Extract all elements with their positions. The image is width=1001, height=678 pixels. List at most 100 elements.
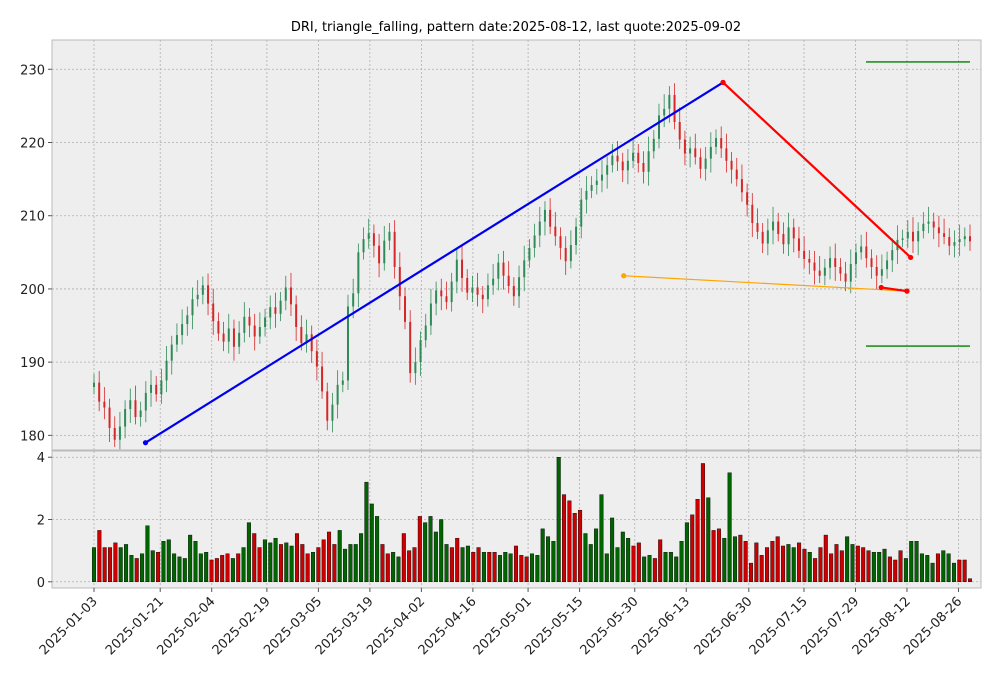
volume-bar (487, 551, 492, 582)
candle-body (611, 155, 614, 166)
volume-bar (257, 547, 262, 582)
volume-bar (385, 553, 390, 582)
volume-bar (839, 550, 844, 582)
candle-body (590, 184, 593, 191)
candle-body (507, 275, 510, 286)
volume-bar (732, 536, 737, 582)
candle-body (735, 169, 738, 180)
candle-body (518, 277, 521, 297)
trendline (722, 81, 912, 259)
trendline-point (142, 440, 149, 446)
volume-bar (508, 553, 513, 582)
volume-bar (903, 558, 908, 582)
volume-bar (540, 528, 545, 582)
volume-bar (914, 541, 919, 582)
volume-bar (300, 544, 305, 582)
candle-body (429, 303, 432, 326)
candle-body (740, 179, 743, 193)
candle-body (642, 163, 645, 172)
volume-bar (647, 555, 652, 582)
candle-body (367, 233, 370, 240)
volume-bar (465, 545, 470, 582)
candle-body (761, 231, 764, 244)
candle-body (673, 94, 676, 122)
volume-bar (743, 541, 748, 582)
volume-bar (476, 547, 481, 582)
volume-bar (481, 551, 486, 582)
volume-bar (716, 528, 721, 582)
volume-bar (866, 550, 871, 582)
volume-bar (188, 534, 193, 582)
candle-body (715, 138, 718, 147)
candle-body (554, 226, 557, 237)
volume-bar (236, 553, 241, 582)
candle-body (813, 262, 816, 271)
candle-body (943, 233, 946, 237)
trendline-point (904, 288, 910, 294)
volume-bar (172, 553, 177, 582)
volume-bar (524, 556, 529, 582)
candle-body (600, 174, 603, 181)
volume-bar (503, 551, 508, 582)
candle-body (569, 245, 572, 262)
candle-body (440, 290, 443, 297)
volume-bar (754, 542, 759, 582)
candle-body (170, 344, 173, 361)
volume-bar (220, 555, 225, 582)
volume-bar (802, 548, 807, 582)
volume-bar (423, 522, 428, 582)
candle-body (704, 158, 707, 169)
volume-bar (311, 551, 316, 582)
candle-body (300, 327, 303, 344)
volume-bar (578, 509, 583, 582)
volume-bar (636, 542, 641, 582)
volume-bar (679, 541, 684, 582)
volume-bar (882, 548, 887, 582)
volume-bar (807, 551, 812, 582)
candle-body (766, 230, 769, 244)
volume-bar (968, 578, 973, 582)
volume-bar (305, 553, 310, 582)
candle-body (181, 324, 184, 336)
candle-body (683, 139, 686, 154)
candle-body (227, 328, 230, 342)
volume-bar (252, 533, 257, 582)
candle-body (274, 307, 277, 314)
volume-bar (567, 500, 572, 582)
volume-bar (348, 544, 353, 582)
candle-body (870, 258, 873, 267)
price-y-tick-label: 230 (20, 63, 45, 78)
candle-body (860, 246, 863, 253)
candle-body (113, 428, 116, 440)
candle-body (564, 247, 567, 262)
candle-body (289, 287, 292, 305)
candle-body (331, 404, 334, 421)
candle-body (388, 231, 391, 241)
volume-bar (198, 553, 203, 582)
volume-bar (845, 536, 850, 582)
candle-body (854, 252, 857, 265)
volume-bar (278, 544, 283, 582)
volume-bar (108, 547, 113, 582)
candle-body (668, 94, 671, 109)
candle-body (435, 290, 438, 304)
candle-body (196, 294, 199, 300)
volume-bar (663, 551, 668, 582)
candle-body (927, 221, 930, 224)
volume-bar (887, 556, 892, 582)
candle-body (621, 161, 624, 171)
volume-bar (797, 542, 802, 582)
candle-body (844, 273, 847, 282)
price-y-tick-label: 190 (20, 356, 45, 371)
candle-body (144, 392, 147, 411)
candle-body (481, 294, 484, 300)
volume-bar (674, 556, 679, 582)
volume-bar (343, 548, 348, 582)
volume-bar (594, 528, 599, 582)
volume-bar (535, 555, 540, 582)
volume-bar (893, 559, 898, 582)
candle-body (393, 231, 396, 267)
volume-bar (124, 544, 129, 582)
volume-bar (957, 559, 962, 582)
volume-bar (951, 562, 956, 582)
